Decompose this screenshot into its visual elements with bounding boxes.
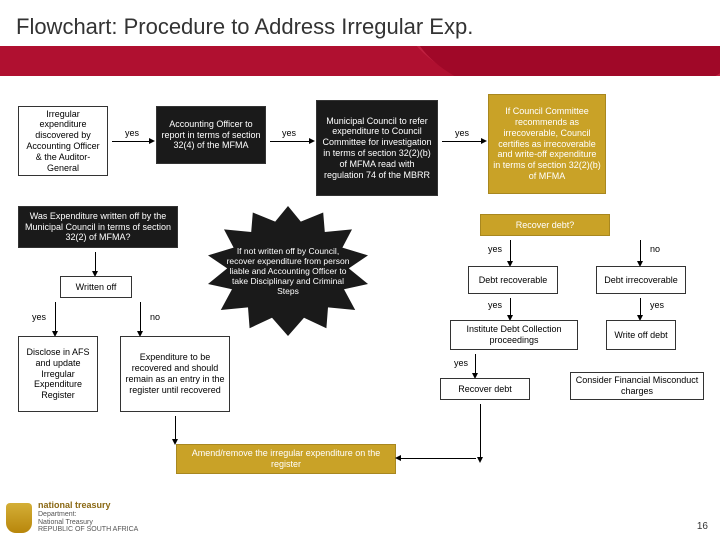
- label-no-1: no: [650, 244, 660, 254]
- label-yes-6: yes: [488, 300, 502, 310]
- node-expenditure-remain-register: Expenditure to be recovered and should r…: [120, 336, 230, 412]
- arrow-5-6: [95, 252, 96, 272]
- node-municipal-council-refer: Municipal Council to refer expenditure t…: [316, 100, 438, 196]
- arrow-3-4: [442, 141, 482, 142]
- arrow-6-12: [140, 302, 141, 332]
- logo-text: national treasury Department: National T…: [38, 501, 138, 534]
- arrow-15-down: [480, 404, 481, 458]
- header-red-band: [0, 46, 720, 76]
- label-yes-7: yes: [454, 358, 468, 368]
- node-irregular-discovered: Irregular expenditure discovered by Acco…: [18, 106, 108, 176]
- slide-header: Flowchart: Procedure to Address Irregula…: [0, 0, 720, 76]
- arrow-13-15: [475, 354, 476, 374]
- label-yes-8: yes: [650, 300, 664, 310]
- arrow-6-11: [55, 302, 56, 332]
- slide-title: Flowchart: Procedure to Address Irregula…: [0, 0, 720, 40]
- node-recover-debt-q: Recover debt?: [480, 214, 610, 236]
- arrow-8-10: [640, 240, 641, 262]
- logo-brand: national treasury: [38, 501, 138, 511]
- arrow-12-17: [175, 416, 176, 440]
- logo-dept1: Department:: [38, 511, 138, 519]
- node-debt-irrecoverable: Debt irrecoverable: [596, 266, 686, 294]
- arrow-15-17: [400, 458, 476, 459]
- node-write-off-debt: Write off debt: [606, 320, 676, 350]
- node-council-committee-recommends: If Council Committee recommends as irrec…: [488, 94, 606, 194]
- page-number: 16: [697, 521, 708, 532]
- label-yes-3: yes: [455, 128, 469, 138]
- coat-of-arms-icon: [6, 503, 32, 533]
- node-debt-recoverable: Debt recoverable: [468, 266, 558, 294]
- label-yes-1: yes: [125, 128, 139, 138]
- node-disclose-afs: Disclose in AFS and update Irregular Exp…: [18, 336, 98, 412]
- node-consider-misconduct: Consider Financial Misconduct charges: [570, 372, 704, 400]
- node-institute-collection: Institute Debt Collection proceedings: [450, 320, 578, 350]
- arrow-1-2: [112, 141, 150, 142]
- label-yes-4: yes: [488, 244, 502, 254]
- header-curve-2: [410, 46, 720, 76]
- node-amend-remove: Amend/remove the irregular expenditure o…: [176, 444, 396, 474]
- arrow-2-3: [270, 141, 310, 142]
- arrow-10-14: [640, 298, 641, 316]
- arrow-8-9: [510, 240, 511, 262]
- node-written-off: Written off: [60, 276, 132, 298]
- node-was-written-off: Was Expenditure written off by the Munic…: [18, 206, 178, 248]
- node-starburst-not-written-off: If not written off by Council, recover e…: [208, 206, 368, 336]
- flowchart-canvas: Irregular expenditure discovered by Acco…: [0, 76, 720, 536]
- logo-dept2: National Treasury: [38, 519, 138, 527]
- label-yes-2: yes: [282, 128, 296, 138]
- label-no-2: no: [150, 312, 160, 322]
- logo-dept3: REPUBLIC OF SOUTH AFRICA: [38, 526, 138, 534]
- label-yes-5: yes: [32, 312, 46, 322]
- node-accounting-officer-report: Accounting Officer to report in terms of…: [156, 106, 266, 164]
- node-recover-debt: Recover debt: [440, 378, 530, 400]
- arrow-9-13: [510, 298, 511, 316]
- footer-logo: national treasury Department: National T…: [6, 501, 138, 534]
